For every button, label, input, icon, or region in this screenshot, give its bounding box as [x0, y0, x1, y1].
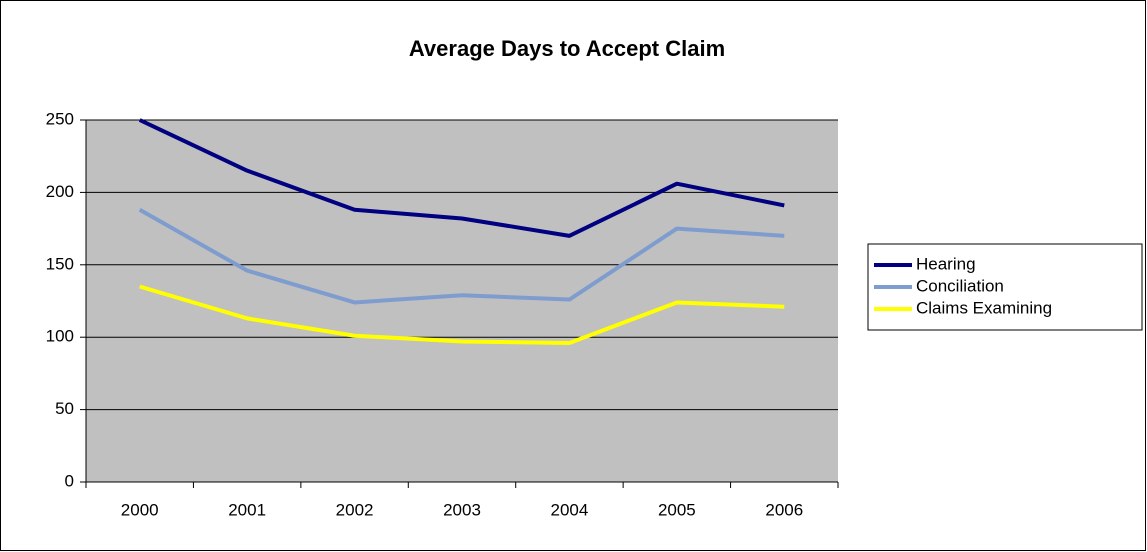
- x-tick-label: 2002: [336, 500, 374, 519]
- plot-area: [86, 120, 838, 482]
- y-tick-label: 100: [46, 327, 74, 346]
- series-line: [138, 208, 785, 305]
- y-tick-label: 150: [46, 254, 74, 273]
- x-tick-label: 2005: [658, 500, 696, 519]
- x-tick-label: 2001: [228, 500, 266, 519]
- x-tick-label: 2000: [121, 500, 159, 519]
- x-tick-label: 2003: [443, 500, 481, 519]
- legend-label: Conciliation: [916, 276, 1004, 295]
- series-line: [139, 284, 785, 345]
- series-line: [138, 118, 785, 238]
- y-tick-label: 0: [65, 471, 74, 490]
- x-tick-label: 2004: [551, 500, 589, 519]
- legend-label: Hearing: [916, 254, 976, 273]
- x-tick-label: 2006: [765, 500, 803, 519]
- y-tick-label: 50: [55, 399, 74, 418]
- legend-label: Claims Examining: [916, 298, 1052, 317]
- y-tick-label: 250: [46, 109, 74, 128]
- chart-title: Average Days to Accept Claim: [409, 36, 725, 61]
- legend-box: [867, 243, 1143, 331]
- y-tick-label: 200: [46, 182, 74, 201]
